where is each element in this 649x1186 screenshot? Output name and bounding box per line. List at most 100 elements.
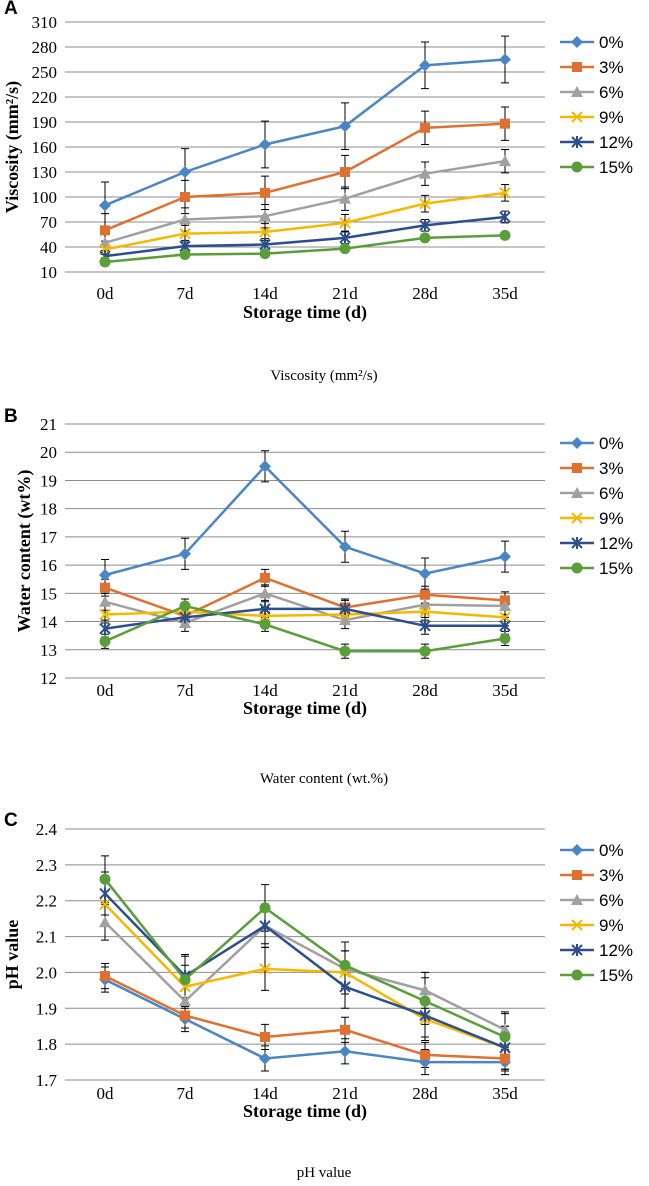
data-point (339, 192, 351, 204)
series-line-0pct (104, 464, 506, 577)
data-point (259, 602, 271, 615)
data-point (259, 1052, 271, 1065)
data-point (419, 232, 431, 244)
x-tick-label: 28d (412, 681, 438, 700)
legend-marker (571, 894, 583, 905)
data-point (499, 632, 511, 644)
y-tick-label: 2.1 (36, 928, 57, 947)
x-tick-label: 7d (177, 284, 195, 303)
legend-marker (571, 136, 583, 148)
y-axis-title: Water content (wt%) (14, 470, 35, 633)
series-line-0pct (104, 978, 505, 1064)
legend-label: 9% (599, 509, 624, 528)
legend-label: 12% (599, 133, 633, 152)
legend-label: 0% (599, 33, 624, 52)
y-tick-label: 250 (32, 63, 58, 82)
data-point (419, 219, 431, 232)
data-point (339, 540, 351, 553)
series-line-9pct (104, 903, 506, 1049)
data-point (499, 187, 511, 199)
legend-label: 12% (599, 941, 633, 960)
data-point (499, 619, 511, 632)
panel-caption: pH value (297, 1165, 352, 1181)
data-point (179, 213, 191, 225)
y-tick-label: 17 (40, 528, 58, 547)
legend-label: 3% (599, 58, 624, 77)
series-line-15pct (104, 604, 506, 653)
legend-marker (571, 86, 583, 97)
y-tick-label: 100 (32, 188, 58, 207)
data-point (419, 598, 431, 610)
series-line-9pct (104, 191, 506, 251)
x-tick-label: 35d (492, 1084, 518, 1103)
data-point (499, 155, 511, 167)
data-point (339, 645, 351, 657)
legend-marker (571, 512, 583, 524)
data-point (499, 611, 511, 624)
data-point (99, 635, 111, 647)
x-tick-label: 7d (177, 681, 195, 700)
y-tick-label: 70 (40, 213, 57, 232)
legend-label: 15% (599, 158, 633, 177)
data-point (100, 225, 110, 236)
panel-letter: B (4, 406, 18, 427)
legend-marker (571, 562, 583, 574)
data-point (259, 919, 271, 932)
data-point (500, 118, 510, 129)
y-tick-label: 220 (32, 88, 58, 107)
data-point (420, 1049, 430, 1060)
data-point (180, 1010, 190, 1021)
data-point (339, 243, 351, 255)
legend-marker (571, 944, 583, 956)
data-point (340, 1024, 350, 1035)
y-axis-title: Viscosity (mm²/s) (2, 81, 23, 213)
x-tick-label: 28d (412, 284, 438, 303)
data-point (99, 622, 111, 635)
y-tick-label: 2.3 (36, 856, 57, 875)
legend-marker (571, 844, 583, 856)
x-tick-label: 0d (97, 681, 115, 700)
panel-caption: Viscosity (mm²/s) (270, 368, 377, 384)
y-tick-label: 280 (32, 38, 58, 57)
data-point (260, 1031, 270, 1042)
data-point (99, 595, 111, 607)
legend-marker (571, 111, 583, 123)
legend-label: 9% (599, 916, 624, 935)
y-tick-label: 1.8 (36, 1035, 57, 1054)
y-tick-label: 310 (32, 13, 58, 32)
data-point (180, 192, 190, 202)
legend-marker (571, 487, 583, 498)
x-axis-title: Storage time (d) (243, 302, 367, 323)
data-point (419, 995, 431, 1007)
x-tick-label: 35d (492, 284, 518, 303)
y-tick-label: 190 (32, 113, 58, 132)
x-tick-label: 0d (97, 1084, 115, 1103)
legend-label: 3% (599, 459, 624, 478)
legend-label: 15% (599, 559, 633, 578)
data-point (99, 916, 111, 928)
panel-letter: A (4, 0, 18, 19)
series-line-15pct (104, 878, 506, 1039)
data-point (179, 995, 191, 1007)
data-point (339, 231, 351, 244)
legend-label: 3% (599, 866, 624, 885)
data-point (339, 602, 351, 615)
data-point (419, 59, 431, 72)
data-point (259, 902, 271, 914)
data-point (499, 1023, 511, 1035)
data-point (260, 572, 270, 583)
legend-label: 0% (599, 434, 624, 453)
y-tick-label: 2.0 (36, 963, 57, 982)
data-point (99, 873, 111, 885)
data-point (260, 187, 270, 198)
data-point (179, 227, 191, 240)
y-tick-label: 13 (40, 641, 57, 660)
y-tick-label: 10 (40, 263, 57, 282)
data-point (340, 167, 350, 177)
data-point (259, 963, 271, 975)
data-point (99, 887, 111, 900)
x-axis-title: Storage time (d) (243, 698, 367, 719)
y-tick-label: 19 (40, 471, 57, 490)
data-point (499, 550, 511, 563)
x-tick-label: 14d (252, 1084, 278, 1103)
